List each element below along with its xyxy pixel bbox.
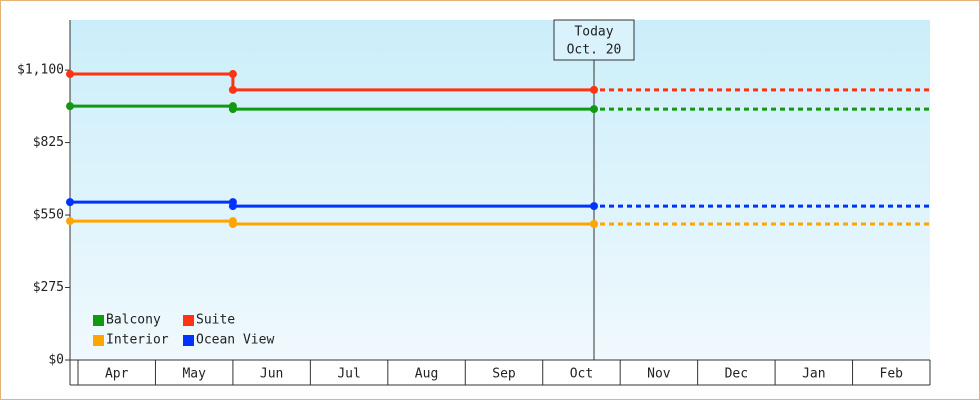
series-line: [70, 200, 594, 208]
x-tick-label: Dec: [725, 367, 748, 382]
y-tick-label: $275: [33, 280, 64, 295]
x-tick-label: Sep: [492, 367, 516, 382]
legend-label: Balcony: [106, 313, 161, 328]
point: [66, 70, 74, 79]
x-tick-label: Nov: [647, 367, 671, 382]
x-tick-label: Apr: [105, 367, 129, 382]
point: [228, 105, 237, 114]
legend-swatch: [93, 315, 104, 326]
x-tick-label: Jun: [260, 367, 283, 382]
legend-swatch: [93, 335, 104, 346]
point: [590, 105, 598, 114]
point: [66, 198, 74, 207]
legend-swatch: [183, 335, 194, 346]
series-line: [70, 104, 594, 111]
x-tick-label: May: [182, 367, 206, 382]
plot-area: [70, 20, 930, 360]
legend-swatch: [183, 315, 194, 326]
legend-label: Suite: [196, 313, 235, 328]
legend-label: Ocean View: [196, 333, 274, 348]
x-tick-label: Jul: [337, 367, 360, 382]
series-line: [70, 219, 594, 226]
point: [228, 85, 237, 94]
x-tick-label: Feb: [880, 367, 904, 382]
y-tick-label: $0: [48, 353, 64, 368]
point: [590, 220, 598, 228]
y-tick-label: $1,100: [17, 63, 64, 78]
point: [66, 102, 74, 111]
today-date: Oct. 20: [567, 43, 622, 58]
point: [228, 70, 237, 79]
series-line: [70, 72, 594, 92]
today-box: [553, 19, 635, 61]
point: [228, 202, 237, 211]
y-tick-label: $550: [33, 208, 64, 223]
point: [66, 217, 74, 226]
x-tick-label: Jan: [802, 367, 825, 382]
point: [228, 220, 237, 228]
x-tick-label: Aug: [415, 367, 438, 382]
x-tick-label: Oct: [570, 367, 593, 382]
point: [590, 202, 598, 211]
today-label: Today: [574, 25, 613, 40]
point: [590, 85, 598, 94]
y-tick-label: $825: [33, 135, 64, 150]
legend-label: Interior: [106, 333, 169, 348]
